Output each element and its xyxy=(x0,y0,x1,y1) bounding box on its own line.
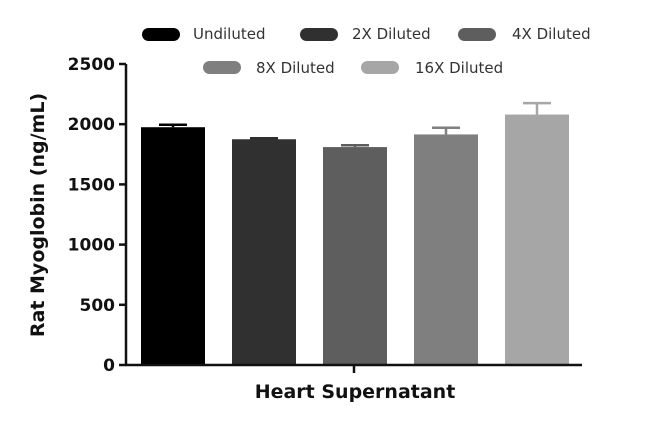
legend-swatch xyxy=(458,28,496,41)
x-axis-title: Heart Supernatant xyxy=(255,381,456,403)
bar xyxy=(414,134,478,365)
plot-area xyxy=(141,101,569,366)
legend-label: Undiluted xyxy=(193,25,265,43)
bar xyxy=(323,147,387,365)
legend-label: 16X Diluted xyxy=(415,59,503,77)
legend-swatch xyxy=(142,28,180,41)
legend-swatch xyxy=(300,28,338,41)
legend-label: 8X Diluted xyxy=(256,59,335,77)
legend-label: 2X Diluted xyxy=(352,25,431,43)
y-tick-label: 2000 xyxy=(68,115,115,135)
y-tick-label: 500 xyxy=(80,296,116,316)
y-tick-label: 2500 xyxy=(68,55,115,75)
bar xyxy=(505,114,569,366)
legend-swatch xyxy=(203,61,241,74)
y-tick-label: 1500 xyxy=(68,175,115,195)
y-tick-label: 1000 xyxy=(68,236,115,256)
legend-label: 4X Diluted xyxy=(512,25,591,43)
legend-swatch xyxy=(361,61,399,74)
y-axis: 0 500 1000 1500 2000 2500 xyxy=(68,55,128,376)
x-axis xyxy=(125,363,582,373)
bar xyxy=(141,127,205,366)
bar xyxy=(232,139,296,365)
y-tick-label: 0 xyxy=(103,356,115,376)
legend: Undiluted 2X Diluted 4X Diluted 8X Diluted 1… xyxy=(142,25,591,77)
y-axis-title: Rat Myoglobin (ng/mL) xyxy=(27,93,49,337)
